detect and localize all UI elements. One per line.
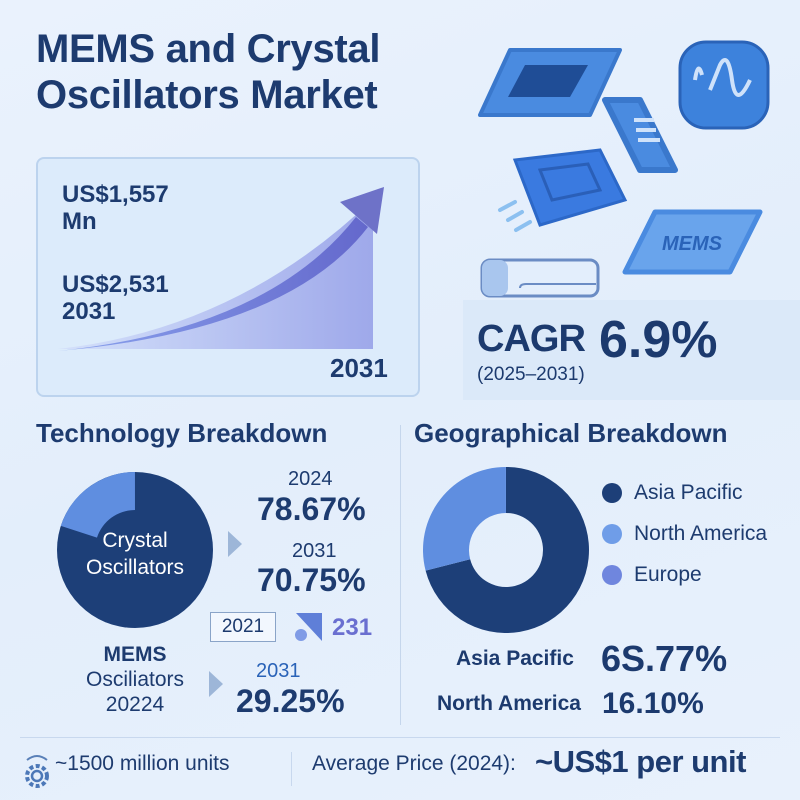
footer-units: ~1500 million units <box>55 752 230 775</box>
end-value-amount: US$2,531 <box>62 271 169 298</box>
legend-item-north-america: North America <box>602 513 767 554</box>
legend-item-asia-pacific: Asia Pacific <box>602 472 767 513</box>
legend-dot <box>602 482 622 503</box>
glitch-glyph-icon <box>295 613 322 641</box>
mems-label-line-1: MEMS <box>103 643 167 666</box>
section-divider <box>400 425 401 725</box>
footer-price-label: Average Price (2024): <box>312 752 516 775</box>
tech-year-2031: 2031 <box>292 540 337 562</box>
oscillator-illustrations: MEMS <box>478 40 770 298</box>
page-title: MEMS and Crystal Oscillators Market <box>36 26 380 118</box>
mems-label-line-2: Osciliators <box>85 668 185 691</box>
cagr-period: (2025–2031) <box>477 364 585 385</box>
end-value: US$2,531 2031 <box>62 271 169 325</box>
pie-label-line-2: Oscillators <box>85 556 185 579</box>
growth-arrow-graphic <box>58 187 384 351</box>
gear-icon <box>25 755 49 788</box>
market-growth-panel: US$1,557 Mn US$2,531 2031 2031 <box>36 157 420 397</box>
geography-donut <box>423 467 589 633</box>
year-box: 2021 <box>210 612 276 642</box>
geography-heading: Geographical Breakdown <box>414 418 728 448</box>
resonator-icon <box>602 97 678 173</box>
end-value-year: 2031 <box>62 298 116 325</box>
axis-year-label: 2031 <box>330 353 388 383</box>
glitch-text: 231 <box>332 614 373 641</box>
mems-year: 20224 <box>105 693 165 716</box>
arrow-right-icon <box>228 531 242 557</box>
geography-legend: Asia Pacific North America Europe <box>602 472 767 595</box>
crystal-chip-icon <box>478 48 622 117</box>
pie-slice-mems <box>60 472 135 538</box>
tech-value-2024: 78.67% <box>257 491 366 527</box>
mems-chip-icon: MEMS <box>622 209 763 275</box>
footer-price-value: ~US$1 per unit <box>535 744 746 779</box>
mems-year-2031: 2031 <box>256 660 301 682</box>
technology-heading: Technology Breakdown <box>36 418 328 448</box>
mems-value: 29.25% <box>236 683 345 719</box>
title-line-2: Oscillators Market <box>36 73 378 117</box>
title-line-1: MEMS and Crystal <box>36 27 381 71</box>
donut-slice-asia-pacific <box>425 467 589 633</box>
legend-label: Europe <box>634 562 702 586</box>
legend-item-europe: Europe <box>602 554 767 595</box>
ic-package-icon <box>498 148 628 232</box>
stat-value-asia-pacific: 6S.77% <box>601 638 728 679</box>
pie-label-line-1: Crystal <box>102 529 168 552</box>
growth-area <box>58 199 373 349</box>
legend-dot <box>602 523 622 544</box>
mems-chip-label: MEMS <box>662 233 723 255</box>
donut-slice-north-america <box>423 467 506 571</box>
tech-year-2024: 2024 <box>288 468 333 490</box>
legend-dot <box>602 564 622 585</box>
stat-value-north-america: 16.10% <box>602 687 704 720</box>
cagr-panel: CAGR 6.9% (2025–2031) <box>463 300 800 400</box>
waveform-icon <box>678 40 770 130</box>
cagr-value: 6.9% <box>599 311 718 369</box>
legend-label: North America <box>634 521 768 545</box>
footer-divider <box>20 737 780 738</box>
smd-crystal-icon <box>480 258 600 298</box>
arrow-right-icon <box>209 671 223 697</box>
footer-separator <box>291 752 292 786</box>
growth-arrow-head <box>340 187 384 234</box>
start-value: US$1,557 Mn <box>62 181 169 235</box>
start-value-unit: Mn <box>62 208 97 235</box>
stat-label-asia-pacific: Asia Pacific <box>456 647 574 670</box>
tech-value-2031: 70.75% <box>257 562 366 598</box>
cagr-label: CAGR <box>477 318 586 360</box>
start-value-amount: US$1,557 <box>62 181 169 208</box>
mems-label: MEMS Osciliators 20224 <box>50 642 220 717</box>
technology-pie <box>57 472 213 628</box>
pie-label: Crystal Oscillators <box>55 527 215 581</box>
legend-label: Asia Pacific <box>634 480 743 504</box>
stat-label-north-america: North America <box>437 692 581 715</box>
